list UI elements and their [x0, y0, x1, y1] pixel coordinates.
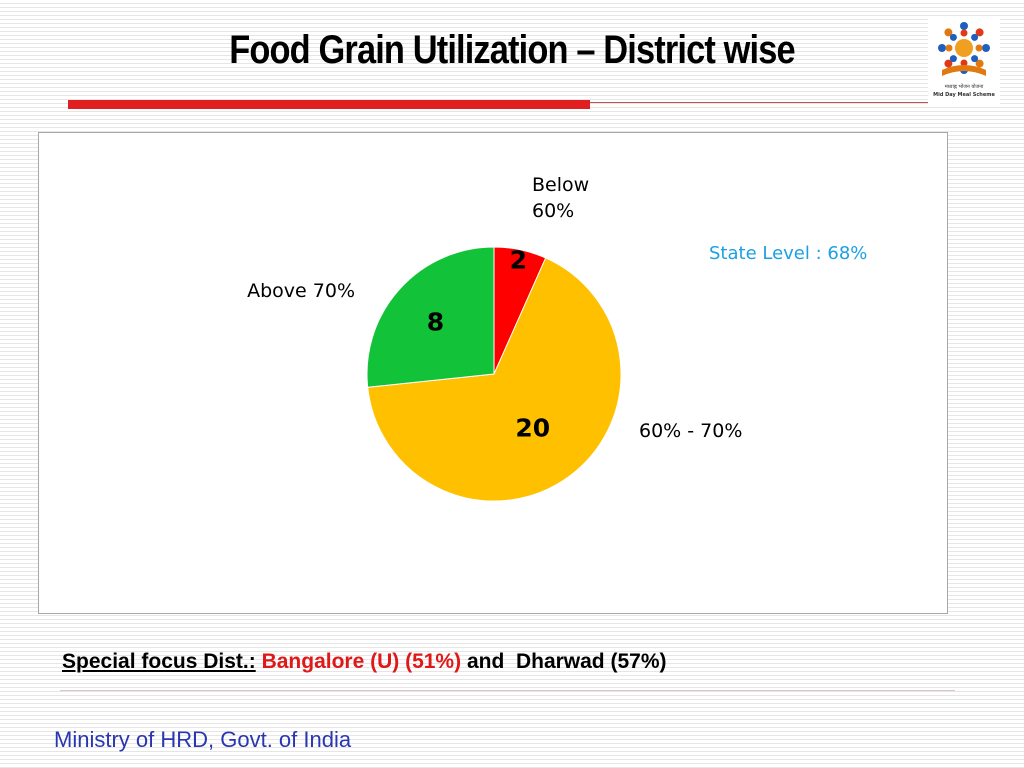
special-focus-label: Special focus Dist.:: [62, 650, 256, 673]
state-level-annotation: State Level : 68%: [709, 243, 867, 264]
logo-emblem-icon: [938, 22, 990, 76]
title-underline-thin: [590, 102, 930, 103]
focus-district-dharwad: Dharwad (57%): [515, 650, 667, 673]
footer-text: Ministry of HRD, Govt. of India: [54, 727, 352, 752]
focus-connector: and: [466, 650, 505, 673]
focus-district-bangalore: Bangalore (U) (51%): [261, 650, 462, 673]
slide-title: Food Grain Utilization – District wise: [229, 28, 795, 72]
special-focus-line: Special focus Dist.: Bangalore (U) (51%)…: [62, 650, 667, 674]
title-underline-accent: [68, 100, 590, 109]
pie-value-labels: 2 20 8: [427, 246, 550, 443]
pie-value-label: 20: [515, 413, 550, 442]
footer-divider: [60, 690, 955, 691]
logo-text-english: Mid Day Meal Scheme: [933, 92, 995, 98]
pie-category-label: 60% - 70%: [639, 420, 742, 442]
chart-panel: 2 20 8 Below 60% 60% - 70% Above 70% State Le…: [38, 132, 948, 614]
mid-day-meal-logo: मध्याह्न भोजन योजना Mid Day Meal Scheme: [928, 18, 1000, 104]
pie-slice: [367, 257, 622, 502]
logo-text-hindi: मध्याह्न भोजन योजना: [944, 84, 984, 90]
pie-category-labels: Below 60% 60% - 70% Above 70%: [247, 174, 742, 442]
pie-value-label: 8: [427, 307, 444, 336]
pie-chart: 2 20 8 Below 60% 60% - 70% Above 70% State Le…: [247, 174, 867, 502]
pie-slices: [366, 246, 622, 502]
pie-category-label: Below 60%: [532, 174, 589, 222]
pie-category-label: Above 70%: [247, 280, 355, 302]
pie-value-label: 2: [510, 246, 527, 275]
pie-slice: [366, 246, 495, 388]
